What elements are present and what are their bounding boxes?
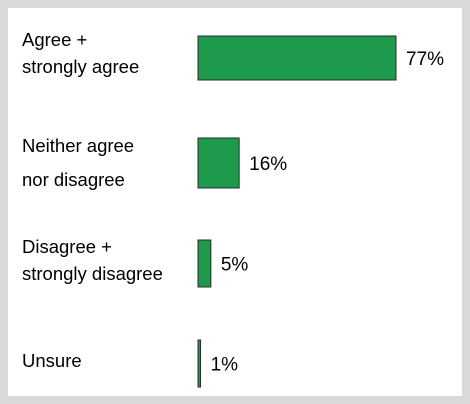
value-label-1: 16% bbox=[249, 154, 287, 175]
category-label-neither: Neither agree nor disagree bbox=[22, 135, 135, 190]
bar-1 bbox=[197, 137, 240, 189]
value-label-3: 1% bbox=[211, 355, 239, 376]
bar-3 bbox=[197, 339, 202, 388]
category-label-disagree: Disagree + strongly disagree bbox=[22, 236, 163, 284]
bar-0 bbox=[197, 35, 397, 81]
category-label-unsure: Unsure bbox=[22, 350, 82, 371]
category-label-agree: Agree + strongly agree bbox=[22, 29, 140, 77]
value-label-2: 5% bbox=[221, 255, 249, 276]
bar-2 bbox=[197, 239, 212, 288]
value-label-0: 77% bbox=[406, 49, 444, 70]
